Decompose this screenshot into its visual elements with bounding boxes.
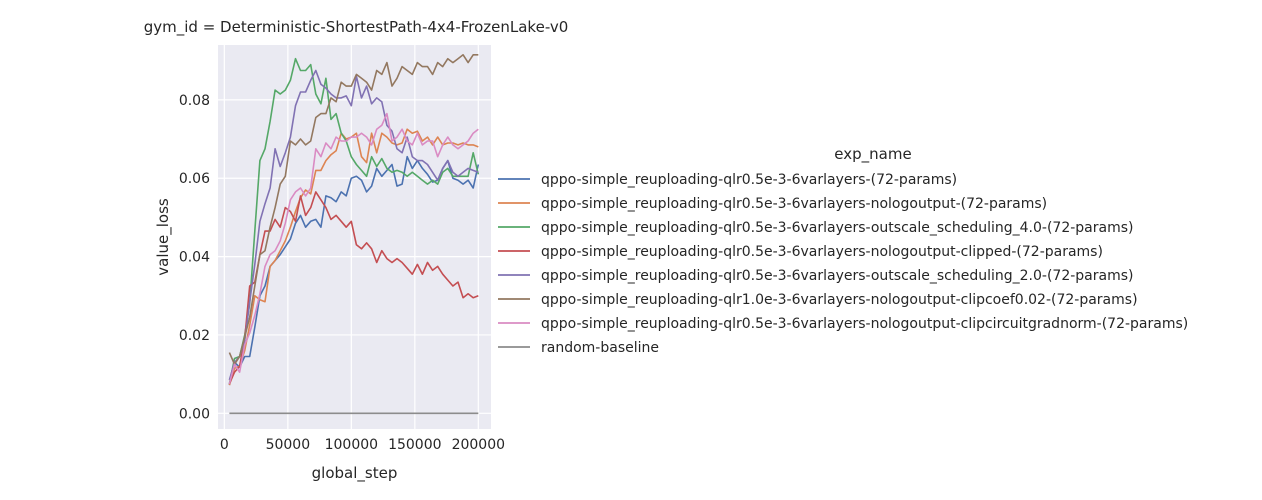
series-line-3: [228, 57, 480, 385]
legend-label-7: qppo-simple_reuploading-qlr0.5e-3-6varla…: [541, 316, 1188, 332]
axis-ticks: 0 50000 100000 150000 200000 0.00 0.02 0.04 0.06…: [179, 93, 505, 453]
legend-label-1: qppo-simple_reuploading-qlr0.5e-3-6varla…: [541, 172, 957, 188]
x-axis-label: global_step: [312, 464, 398, 483]
y-tick-label: 0.04: [179, 250, 210, 266]
series-lines: [228, 53, 480, 415]
legend-label-5: qppo-simple_reuploading-qlr0.5e-3-6varla…: [541, 268, 1133, 284]
legend-label-8: random-baseline: [541, 340, 659, 356]
series-line-7: [228, 112, 479, 385]
legend-title: exp_name: [834, 145, 911, 164]
legend-label-4: qppo-simple_reuploading-qlr0.5e-3-6varla…: [541, 244, 1103, 260]
x-tick-label: 0: [220, 437, 229, 453]
x-tick-label: 150000: [388, 437, 441, 453]
x-tick-label: 50000: [266, 437, 311, 453]
y-tick-label: 0.00: [179, 406, 210, 422]
x-tick-label: 200000: [452, 437, 505, 453]
legend: exp_name qppo-simple_reuploading-qlr0.5e…: [498, 145, 1188, 356]
series-line-2: [228, 128, 479, 386]
legend-label-2: qppo-simple_reuploading-qlr0.5e-3-6varla…: [541, 196, 1047, 212]
y-axis-label: value_loss: [154, 198, 173, 276]
chart-title: gym_id = Deterministic-ShortestPath-4x4-…: [144, 18, 569, 37]
grid: [218, 45, 491, 429]
legend-label-6: qppo-simple_reuploading-qlr1.0e-3-6varla…: [541, 292, 1138, 308]
legend-label-3: qppo-simple_reuploading-qlr0.5e-3-6varla…: [541, 220, 1133, 236]
series-line-6: [228, 53, 479, 366]
y-tick-label: 0.06: [179, 171, 210, 187]
x-tick-label: 100000: [325, 437, 378, 453]
series-line-5: [228, 69, 479, 381]
y-tick-label: 0.08: [179, 93, 210, 109]
series-line-4: [228, 191, 479, 385]
y-tick-label: 0.02: [179, 328, 210, 344]
